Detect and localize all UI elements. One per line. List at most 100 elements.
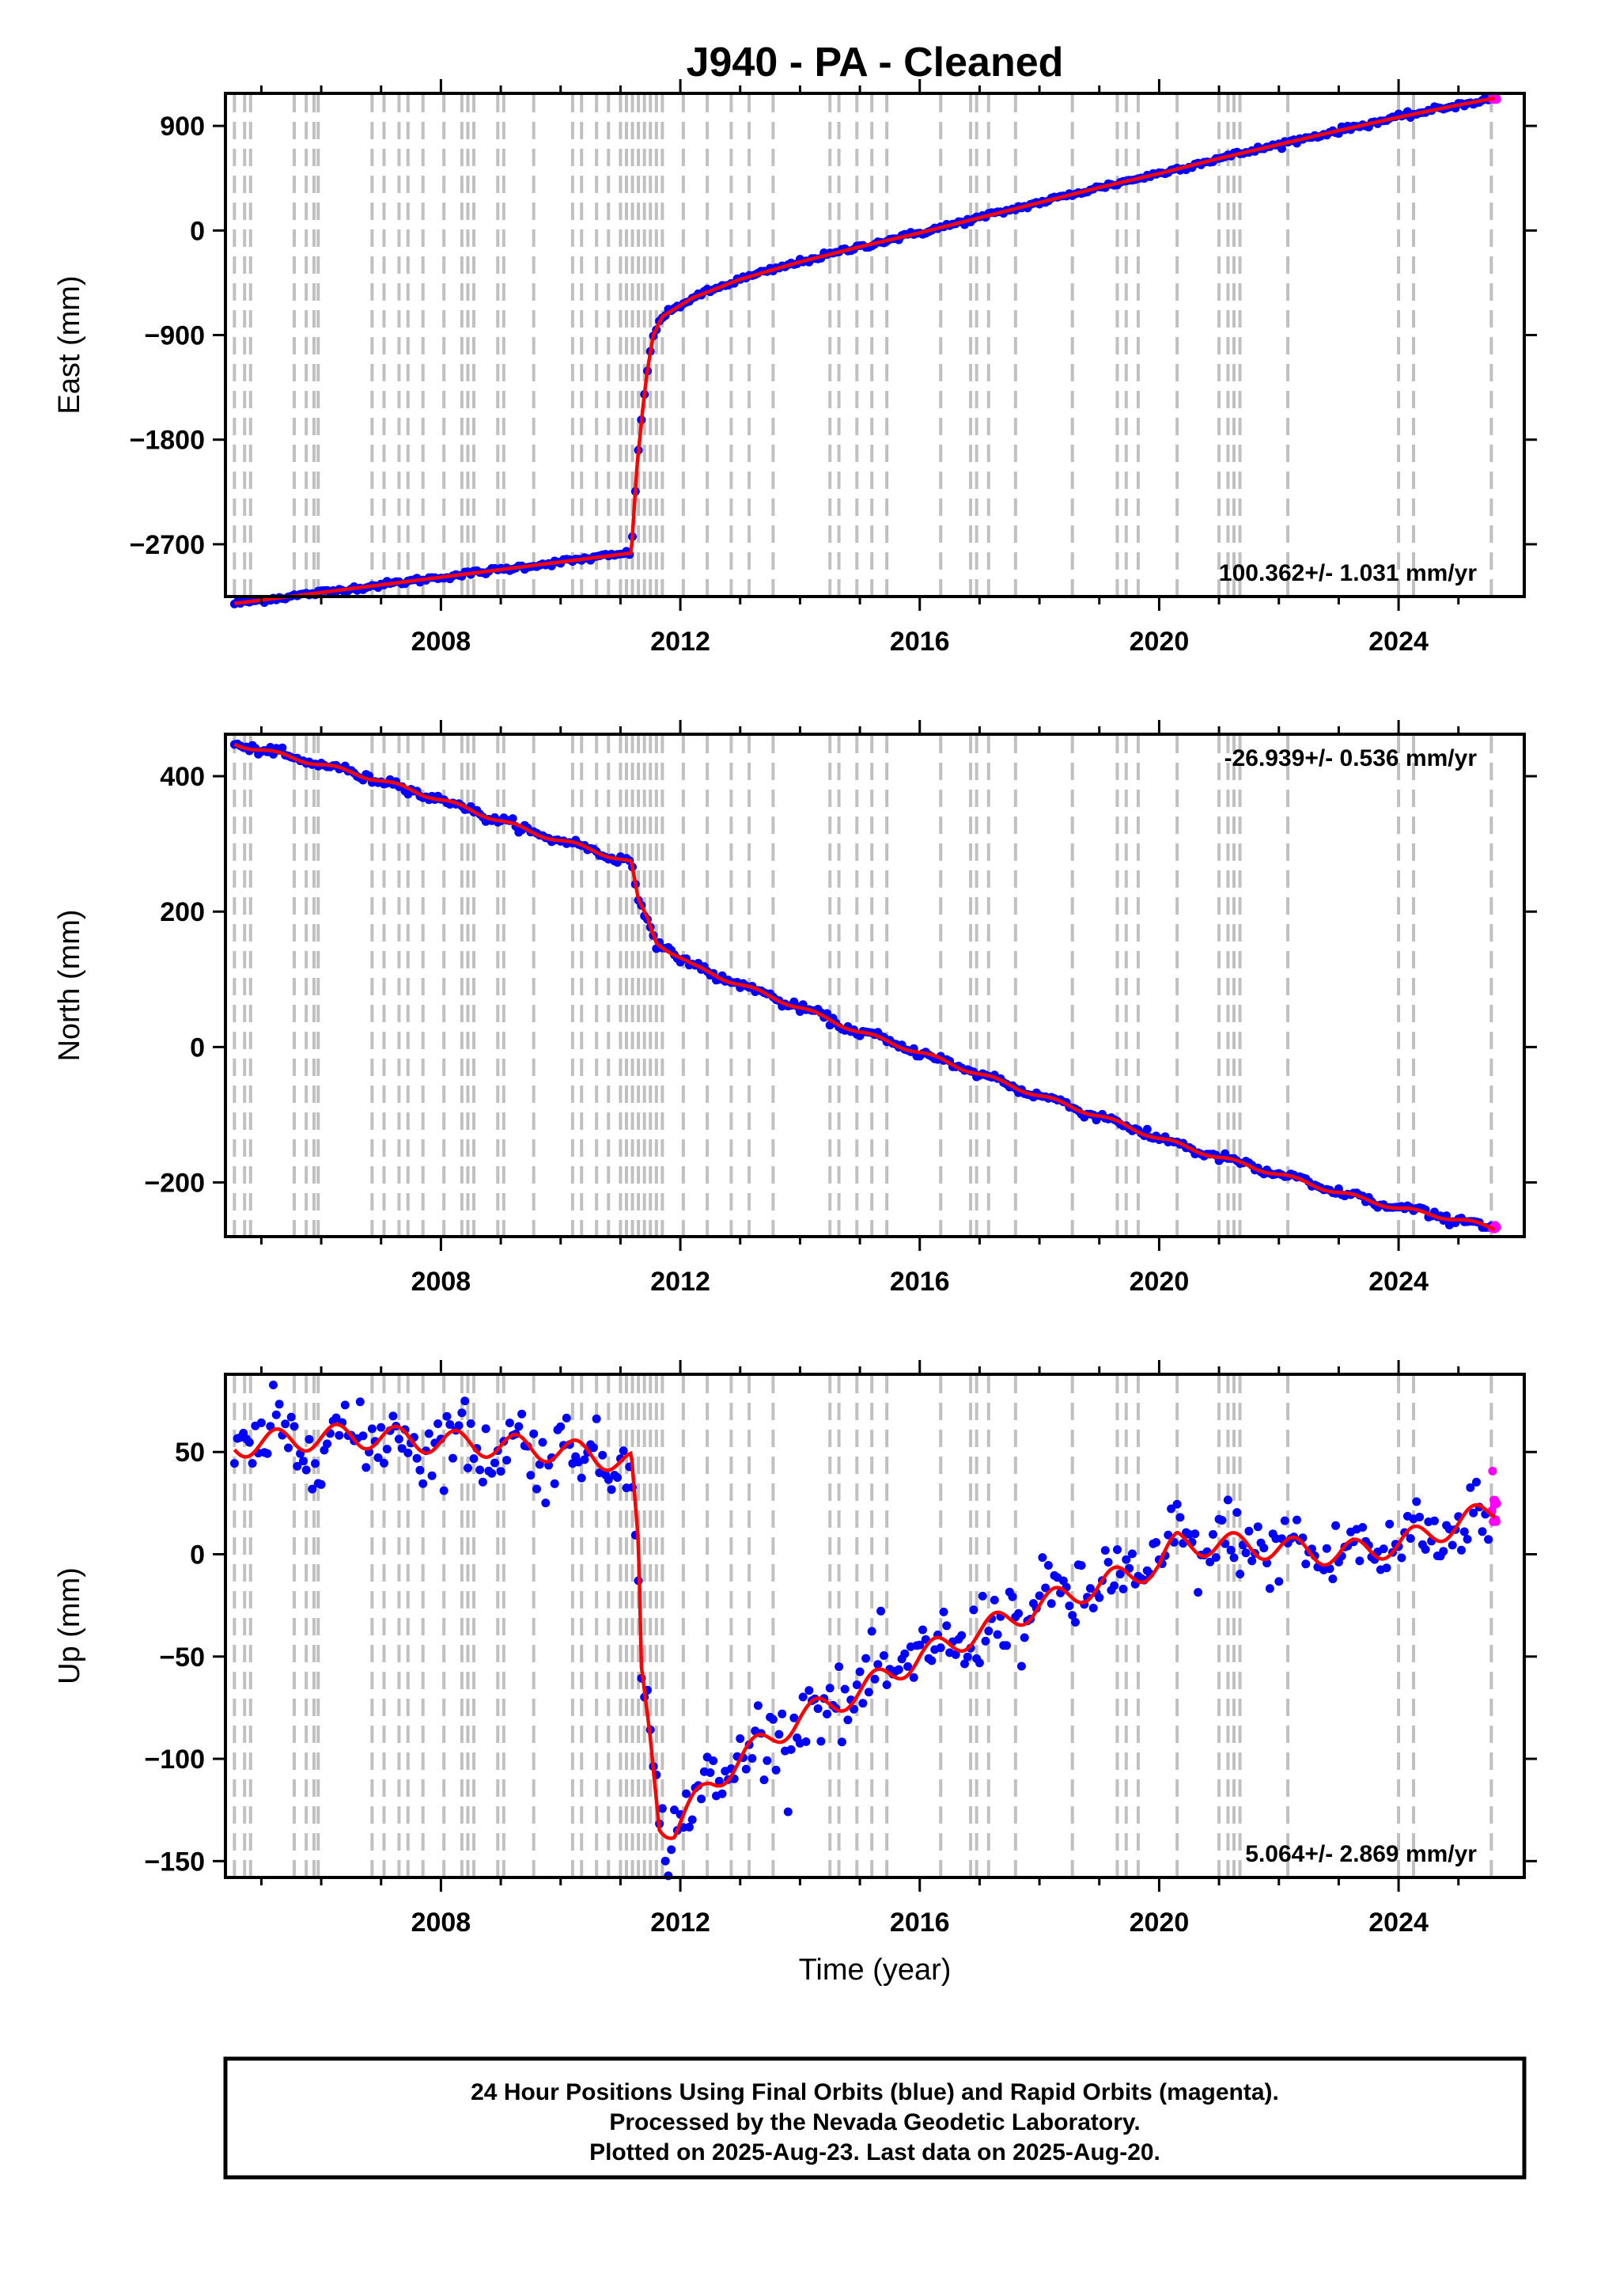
north-y-tick-label-3: −200: [144, 1169, 205, 1199]
up-x-tick-label-2008: 2008: [411, 1908, 471, 1938]
up-point-183: [778, 1709, 787, 1718]
north-rate-label: -26.939+/- 0.536 mm/yr: [1224, 745, 1478, 771]
up-point-283: [1077, 1561, 1086, 1570]
up-point-58: [403, 1448, 413, 1457]
east-panel: 2008 2012 2016 2020 2024 900 0 −900 −1800 −2700 Ea…: [53, 79, 1537, 657]
up-point-410: [1457, 1545, 1466, 1555]
up-point-264: [1020, 1633, 1029, 1642]
up-point-27: [311, 1459, 320, 1468]
up-point-358: [1301, 1559, 1311, 1569]
up-point-286: [1085, 1584, 1095, 1593]
up-point-216: [876, 1606, 886, 1616]
up-point-336: [1236, 1570, 1245, 1578]
east-x-tick-label-2020: 2020: [1130, 627, 1190, 657]
up-point-334: [1229, 1553, 1239, 1563]
up-point-321: [1190, 1529, 1200, 1539]
up-point-213: [867, 1627, 876, 1636]
up-point-398: [1421, 1544, 1430, 1554]
up-point-236: [936, 1643, 945, 1653]
up-point-411: [1459, 1527, 1469, 1536]
footer-line-2: Processed by the Nevada Geodetic Laborat…: [609, 2109, 1140, 2135]
up-point-377: [1358, 1523, 1368, 1532]
up-point-205: [843, 1715, 853, 1725]
x-axis-label: Time (year): [799, 1953, 952, 1987]
footer-box: 24 Hour Positions Using Final Orbits (bl…: [223, 2056, 1527, 2180]
up-point-77: [460, 1396, 470, 1406]
up-point-72: [445, 1420, 455, 1429]
east-y-tick-label-0: 900: [160, 112, 205, 142]
up-y-tick-label-1: 0: [190, 1540, 205, 1570]
up-point-73: [449, 1453, 457, 1463]
up-rate-label: 5.064+/- 2.869 mm/yr: [1245, 1841, 1477, 1867]
up-point-258: [1002, 1641, 1011, 1650]
up-point-281: [1071, 1617, 1080, 1627]
up-point-393: [1406, 1534, 1415, 1543]
north-x-tick-label-2008: 2008: [411, 1267, 471, 1297]
up-point-296: [1115, 1570, 1125, 1578]
up-point-273: [1047, 1599, 1056, 1608]
up-point-241: [951, 1650, 960, 1659]
up-point-196: [816, 1737, 826, 1746]
east-y-tick-label-1: 0: [190, 216, 205, 246]
east-y-tick-label-4: −2700: [130, 530, 206, 560]
up-point-156: [697, 1794, 706, 1804]
up-point-210: [858, 1699, 868, 1708]
east-data-points: [229, 92, 1501, 608]
north-model-line: [233, 742, 1496, 1232]
up-point-126: [607, 1485, 616, 1495]
up-point-262: [1014, 1608, 1024, 1618]
up-point-349: [1274, 1577, 1284, 1586]
east-x-tick-label-2008: 2008: [411, 627, 471, 657]
up-point-195: [813, 1704, 823, 1714]
up-point-218: [882, 1680, 891, 1689]
up-point-271: [1041, 1583, 1050, 1593]
up-point-330: [1217, 1516, 1227, 1525]
up-point-395: [1412, 1497, 1421, 1506]
east-x-tick-label-2016: 2016: [890, 627, 950, 657]
up-point-269: [1035, 1591, 1044, 1601]
up-point-351: [1280, 1516, 1289, 1525]
up-point-222: [894, 1665, 903, 1674]
up-rapid-point-429: [1492, 1498, 1501, 1508]
up-point-25: [305, 1434, 314, 1444]
up-point-413: [1466, 1483, 1475, 1492]
up-y-tick-label-4: −150: [144, 1847, 205, 1877]
up-point-224: [900, 1649, 910, 1658]
east-model-line: [234, 96, 1496, 606]
north-y-axis-label: North (mm): [53, 909, 86, 1061]
up-point-50: [380, 1458, 388, 1468]
up-y-tick-label-2: −50: [159, 1642, 205, 1673]
north-point-16: [278, 743, 287, 752]
up-point-128: [613, 1473, 623, 1482]
up-point-46: [367, 1424, 377, 1434]
up-point-316: [1175, 1513, 1185, 1522]
up-point-327: [1209, 1529, 1217, 1539]
up-point-344: [1259, 1544, 1269, 1553]
east-x-tick-label-2024: 2024: [1368, 627, 1429, 657]
up-point-338: [1241, 1548, 1251, 1558]
up-point-61: [412, 1453, 422, 1463]
footer-line-1: 24 Hour Positions Using Final Orbits (bl…: [471, 2079, 1279, 2105]
up-point-182: [774, 1730, 784, 1739]
up-point-208: [852, 1680, 861, 1689]
up-point-55: [394, 1434, 403, 1444]
up-point-14: [271, 1410, 281, 1419]
up-point-17: [281, 1419, 290, 1429]
up-point-95: [514, 1422, 524, 1431]
up-point-53: [388, 1411, 398, 1421]
up-point-175: [753, 1701, 763, 1711]
north-y-tick-label-2: 0: [190, 1032, 205, 1063]
up-point-5: [244, 1438, 254, 1447]
up-point-243: [957, 1631, 967, 1640]
north-point-93: [508, 814, 517, 824]
up-point-254: [990, 1595, 999, 1605]
north-y-tick-label-1: 200: [160, 897, 205, 927]
up-point-146: [667, 1845, 676, 1855]
up-point-412: [1463, 1535, 1472, 1544]
up-point-198: [823, 1710, 831, 1718]
up-point-308: [1152, 1538, 1161, 1547]
up-point-366: [1325, 1564, 1334, 1574]
up-point-207: [850, 1704, 858, 1714]
up-y-tick-label-0: 50: [175, 1438, 205, 1468]
